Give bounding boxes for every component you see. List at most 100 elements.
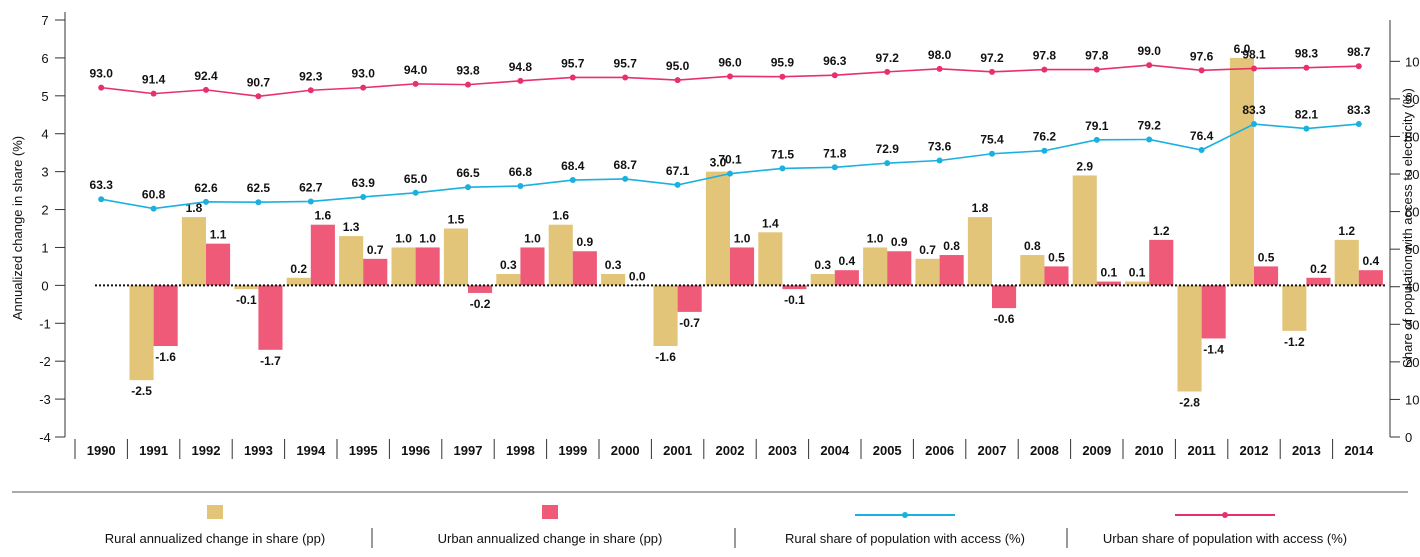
value-label: 65.0 <box>404 172 428 186</box>
value-label: 1.6 <box>552 209 569 223</box>
bar <box>1096 281 1121 286</box>
legend-swatch <box>902 512 908 518</box>
value-label: 2.9 <box>1076 159 1093 173</box>
value-label: 68.7 <box>614 158 638 172</box>
point <box>1198 146 1205 153</box>
point <box>989 68 995 75</box>
point <box>884 68 891 75</box>
value-label: 95.7 <box>614 56 638 70</box>
point <box>255 199 262 206</box>
value-label: 92.4 <box>194 69 218 83</box>
value-label: 73.6 <box>928 140 952 154</box>
value-label: 1.1 <box>210 228 227 242</box>
value-label: 68.4 <box>561 159 585 173</box>
value-label: 72.9 <box>876 142 900 156</box>
point <box>255 93 262 100</box>
point <box>569 177 576 184</box>
value-label: 1.2 <box>1153 224 1170 238</box>
bar <box>258 285 283 350</box>
value-label: 83.3 <box>1242 103 1266 117</box>
value-label: -1.6 <box>155 350 176 364</box>
value-label: 0.3 <box>814 258 831 272</box>
value-label: 0.8 <box>943 239 960 253</box>
bar <box>391 247 416 286</box>
bar <box>887 251 912 286</box>
bar <box>1044 266 1069 286</box>
x-tick-label: 2014 <box>1344 443 1374 458</box>
y-tick-label: 7 <box>41 13 48 28</box>
value-label: 63.9 <box>352 176 376 190</box>
value-label: -0.6 <box>994 312 1015 326</box>
y2-tick-label: 80 <box>1405 129 1419 144</box>
value-label: 0.1 <box>1101 266 1118 280</box>
x-tick-label: 1991 <box>139 443 168 458</box>
x-tick-label: 1990 <box>87 443 116 458</box>
value-label: 95.9 <box>771 56 795 70</box>
point <box>727 170 733 177</box>
value-label: 1.6 <box>315 209 332 223</box>
bar <box>1306 277 1331 286</box>
y-tick-label: 2 <box>41 203 48 218</box>
value-label: 0.5 <box>1258 250 1275 264</box>
point <box>1041 66 1048 73</box>
value-label: 0.5 <box>1048 250 1065 264</box>
point <box>1303 64 1310 71</box>
bar <box>939 255 964 286</box>
value-label: 83.3 <box>1347 103 1371 117</box>
x-tick-label: 1998 <box>506 443 535 458</box>
value-label: 98.1 <box>1242 47 1266 61</box>
x-tick-label: 1994 <box>296 443 326 458</box>
value-label: 98.3 <box>1295 47 1319 61</box>
value-label: 70.1 <box>718 153 742 167</box>
value-label: 71.5 <box>771 147 795 161</box>
x-tick-label: 1992 <box>192 443 221 458</box>
x-tick-label: 2004 <box>820 443 850 458</box>
point <box>412 189 419 196</box>
y-tick-label: 5 <box>41 89 48 104</box>
y-tick-label: -2 <box>39 354 51 369</box>
point <box>1355 63 1362 70</box>
value-label: 1.5 <box>448 213 465 227</box>
bar <box>1254 266 1279 286</box>
value-label: 76.2 <box>1033 130 1057 144</box>
x-tick-label: 1995 <box>349 443 378 458</box>
bar <box>286 277 311 286</box>
bar <box>1334 239 1359 286</box>
y-tick-label: -4 <box>39 430 51 445</box>
legend-label: Rural annualized change in share (pp) <box>105 531 325 546</box>
value-label: 1.0 <box>419 231 436 245</box>
value-label: 1.4 <box>762 216 779 230</box>
bar <box>1020 255 1045 286</box>
value-label: 0.8 <box>1024 239 1041 253</box>
bar <box>520 247 545 286</box>
x-tick-label: 2005 <box>873 443 902 458</box>
y2-tick-label: 50 <box>1405 242 1419 257</box>
value-label: 93.8 <box>456 64 480 78</box>
value-label: -1.4 <box>1203 342 1224 356</box>
value-label: 95.0 <box>666 59 690 73</box>
value-label: 0.0 <box>629 269 646 283</box>
x-tick-label: 2007 <box>978 443 1007 458</box>
value-label: 66.5 <box>456 166 480 180</box>
value-label: 0.3 <box>605 258 622 272</box>
x-tick-label: 2003 <box>768 443 797 458</box>
value-label: 76.4 <box>1190 129 1214 143</box>
point <box>150 205 157 212</box>
bar <box>443 228 468 286</box>
legend-swatch <box>542 505 558 519</box>
value-label: 93.0 <box>352 67 376 81</box>
value-label: 0.2 <box>1310 262 1327 276</box>
point <box>517 183 524 190</box>
value-label: 97.8 <box>1033 49 1057 63</box>
bar <box>1201 285 1226 339</box>
x-tick-label: 2011 <box>1187 443 1215 458</box>
y-axis-label: Annualized change in share (%) <box>10 136 25 320</box>
y-tick-label: -1 <box>39 316 51 331</box>
x-tick-label: 2008 <box>1030 443 1059 458</box>
bar <box>730 247 755 286</box>
value-label: 97.6 <box>1190 49 1214 63</box>
bar <box>415 247 440 286</box>
value-label: 0.2 <box>290 262 307 276</box>
x-tick-label: 1996 <box>401 443 430 458</box>
bar <box>967 217 992 286</box>
